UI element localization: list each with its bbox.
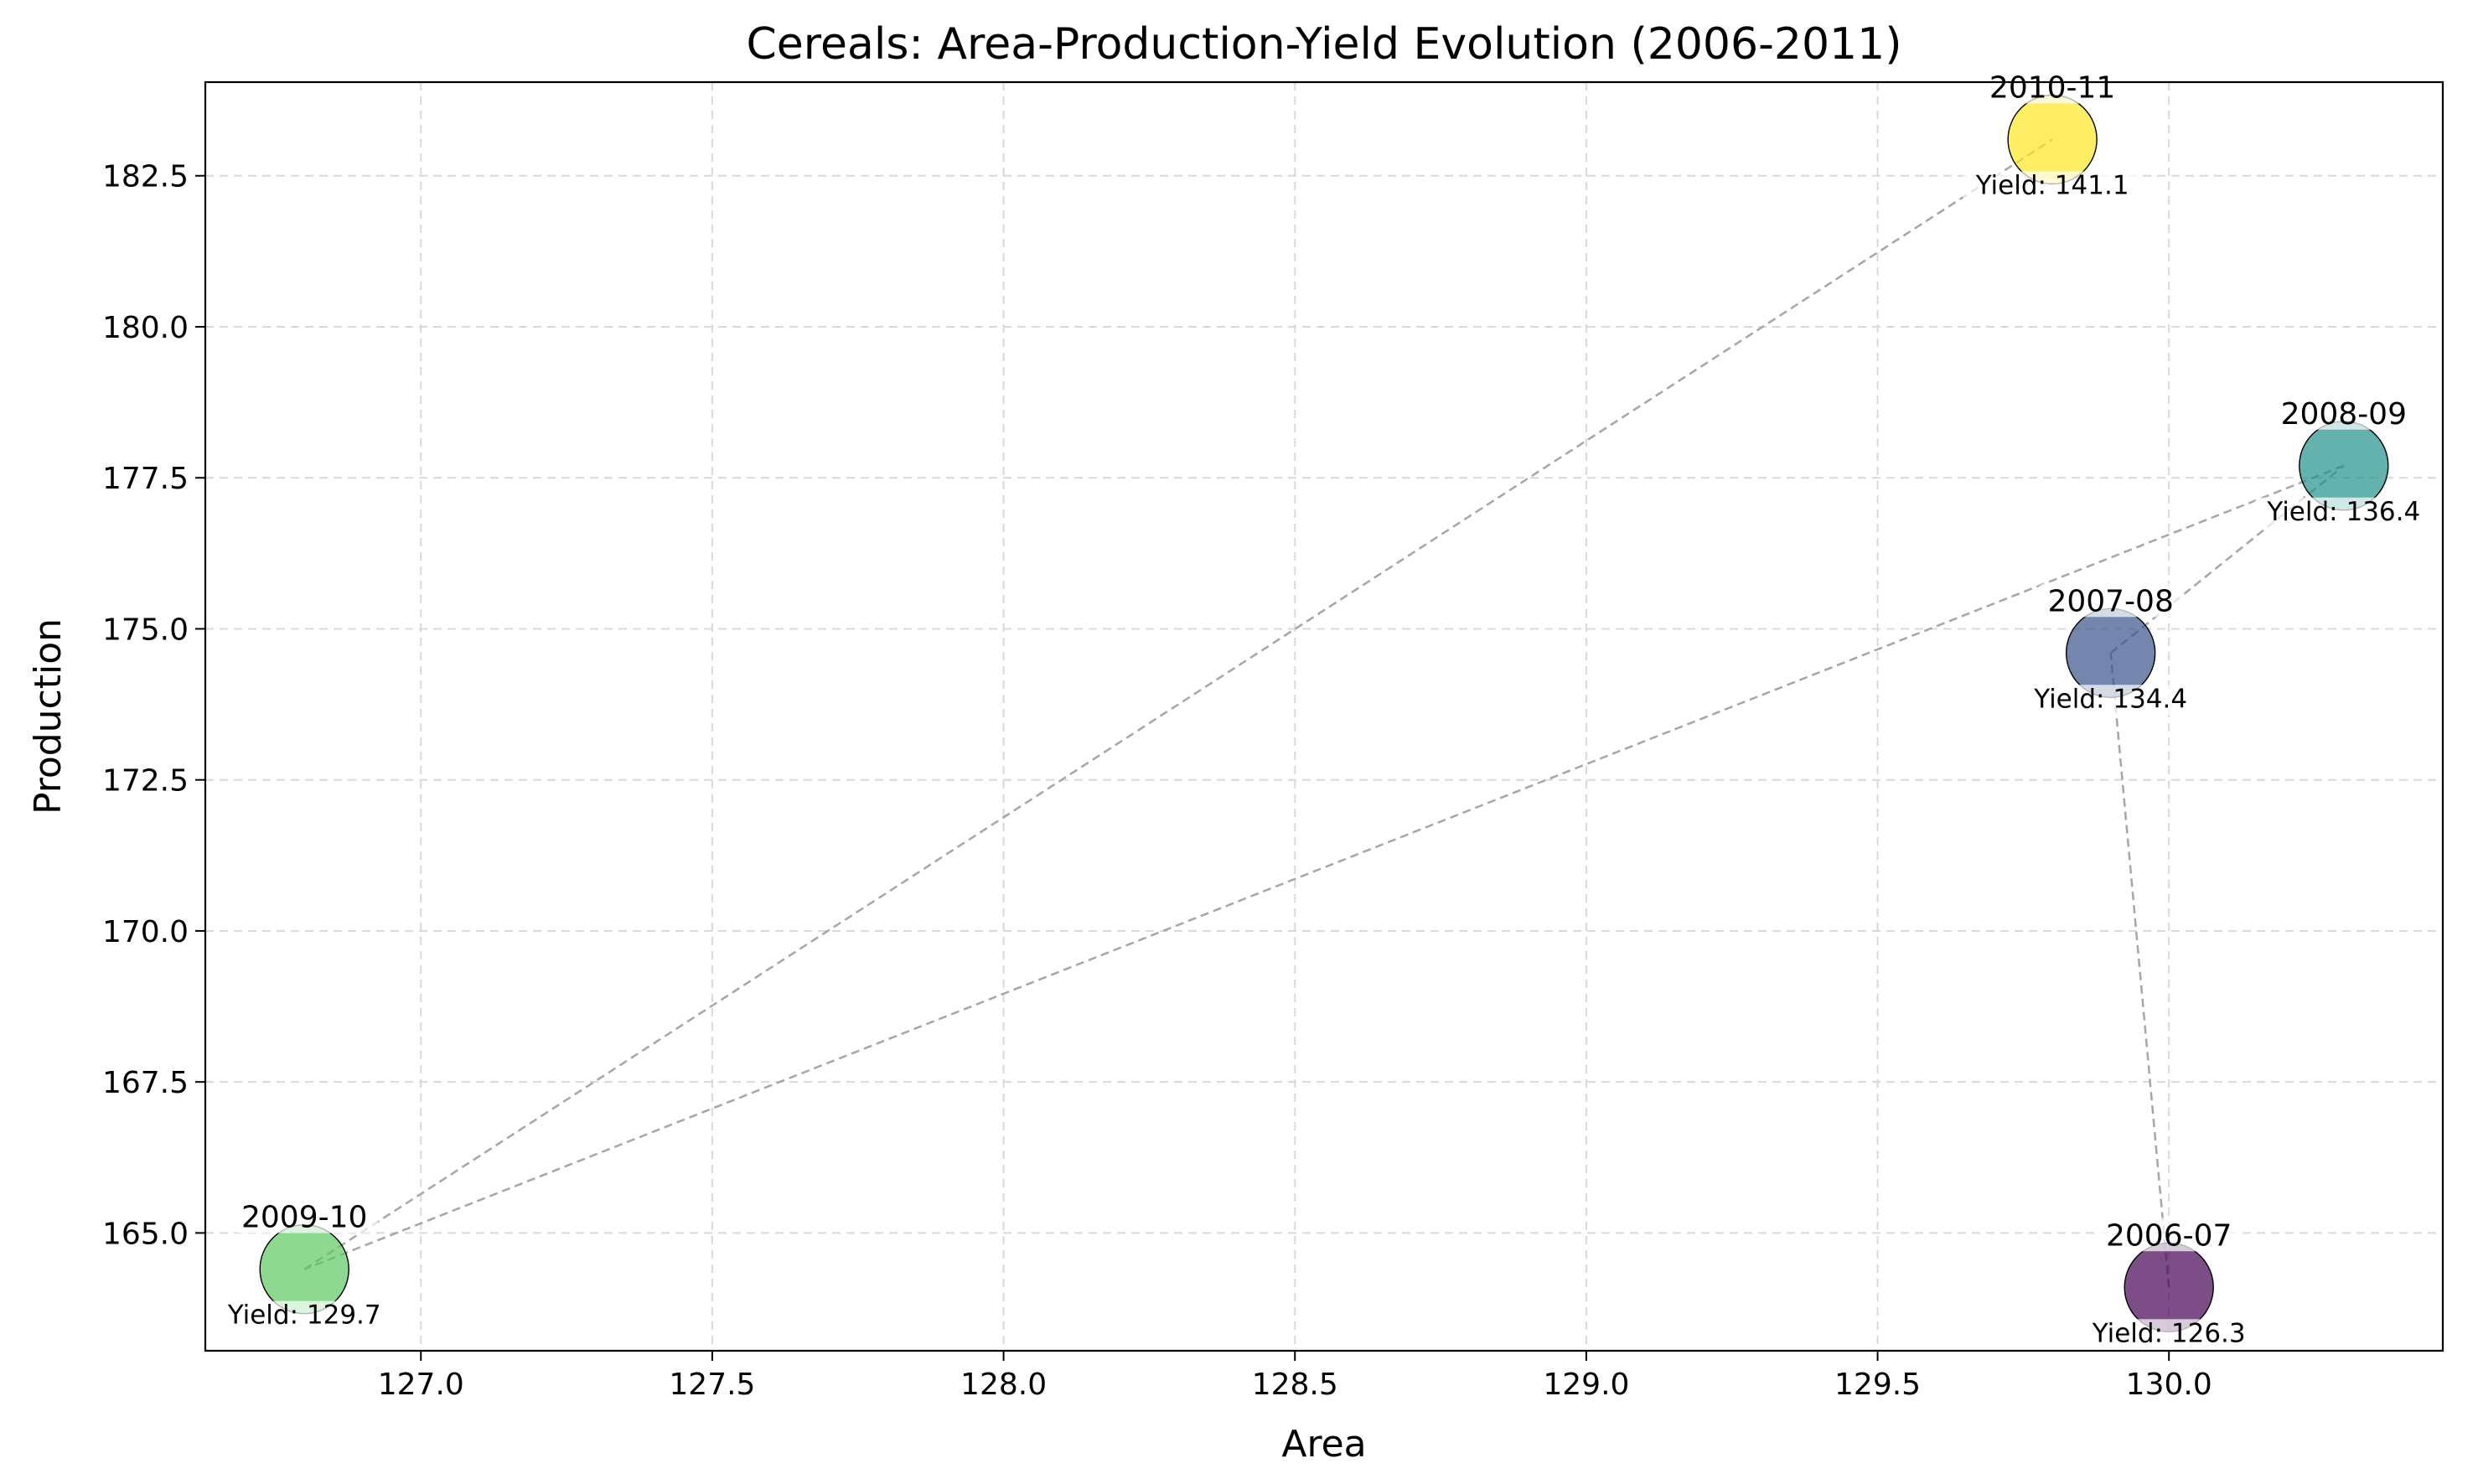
plot-frame — [204, 80, 2444, 1352]
trajectory-segment — [2109, 653, 2170, 1288]
period-label: 2009-10 — [241, 1201, 367, 1235]
period-label: 2010-11 — [1989, 70, 2115, 105]
trajectory-lines — [303, 138, 2345, 1288]
y-tick-label: 182.5 — [102, 160, 189, 194]
yield-label: Yield: 129.7 — [227, 1300, 381, 1331]
grid-lines — [205, 82, 2443, 1351]
trajectory-segment — [303, 464, 2345, 1270]
y-axis: 165.0 167.5 170.0 172.5 175.0 177.5 180.0 182.5 — [102, 160, 205, 1251]
yield-label-box — [1962, 171, 2144, 202]
y-tick-label: 177.5 — [102, 462, 189, 496]
y-tick-label: 175.0 — [102, 613, 189, 647]
x-tick-label: 128.5 — [1252, 1368, 1338, 1402]
yield-label: Yield: 136.4 — [2266, 497, 2420, 527]
x-tick-label: 130.0 — [2126, 1368, 2212, 1402]
y-tick-label: 165.0 — [102, 1217, 189, 1251]
y-tick-label: 172.5 — [102, 764, 189, 799]
period-label-box — [1979, 70, 2127, 104]
y-axis-label: Production — [27, 618, 70, 814]
period-label-box — [2095, 1218, 2243, 1252]
yield-label: Yield: 126.3 — [2092, 1318, 2246, 1348]
period-label-box — [230, 1199, 379, 1233]
x-tick-label: 127.5 — [669, 1368, 755, 1402]
period-label-box — [2269, 396, 2418, 430]
x-axis: 127.0 127.5 128.0 128.5 129.0 129.5 130.0 — [378, 1351, 2212, 1402]
y-tick-label: 180.0 — [102, 311, 189, 345]
yield-label: Yield: 134.4 — [2033, 684, 2187, 714]
trajectory-segment — [2109, 464, 2345, 654]
x-tick-label: 129.5 — [1834, 1368, 1921, 1402]
point-labels: 2006-07 Yield: 126.3 2007-08 Yield: 134.4 20… — [214, 70, 2434, 1350]
x-tick-label: 127.0 — [378, 1368, 464, 1402]
yield-label: Yield: 141.1 — [1975, 170, 2129, 200]
y-tick-label: 170.0 — [102, 915, 189, 949]
y-tick-label: 167.5 — [102, 1066, 189, 1100]
yield-label-box — [2253, 497, 2434, 528]
chart-title: Cereals: Area-Production-Yield Evolution… — [747, 19, 1902, 70]
period-label-box — [2036, 583, 2185, 618]
trajectory-segment — [303, 138, 2053, 1270]
period-label: 2006-07 — [2106, 1218, 2232, 1253]
yield-label-box — [2020, 685, 2201, 716]
period-label: 2008-09 — [2281, 397, 2407, 432]
yield-label-box — [2078, 1319, 2260, 1350]
period-label: 2007-08 — [2047, 584, 2173, 618]
data-points — [259, 94, 2389, 1333]
x-tick-label: 128.0 — [960, 1368, 1047, 1402]
yield-label-box — [214, 1300, 396, 1331]
x-tick-label: 129.0 — [1543, 1368, 1629, 1402]
x-axis-label: Area — [1281, 1423, 1366, 1466]
